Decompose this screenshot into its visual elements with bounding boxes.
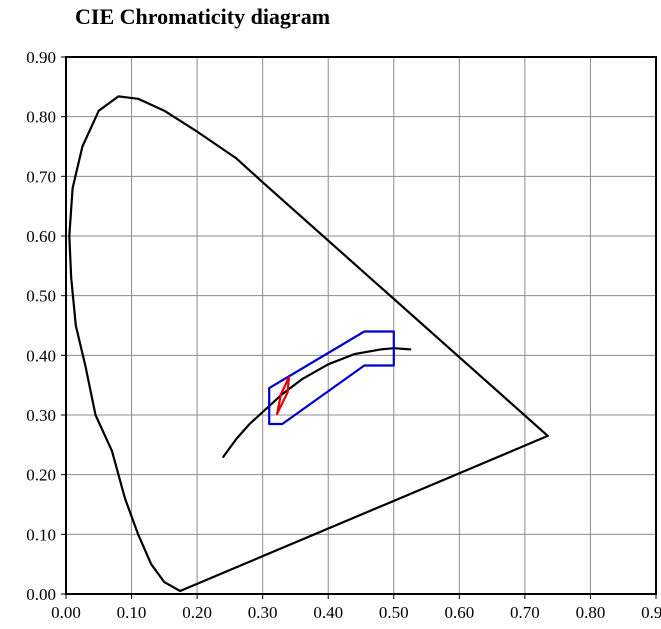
x-tick-label-1: 0.10: [117, 603, 147, 622]
series-line-1: [222, 347, 412, 458]
y-tick-label-0: 0.00: [26, 585, 56, 604]
x-tick-label-4: 0.40: [313, 603, 343, 622]
x-tick-label-0: 0.00: [51, 603, 81, 622]
series-line-3: [276, 376, 290, 415]
x-tick-label-5: 0.50: [379, 603, 409, 622]
y-tick-label-1: 0.10: [26, 525, 56, 544]
series-line-2: [268, 330, 395, 426]
x-tick-label-3: 0.30: [248, 603, 278, 622]
y-tick-label-6: 0.60: [26, 227, 56, 246]
y-tick-label-8: 0.80: [26, 108, 56, 127]
plot-frame: [65, 56, 657, 595]
chart-title: CIE Chromaticity diagram: [75, 4, 330, 29]
x-tick-label-2: 0.20: [182, 603, 212, 622]
y-tick-label-7: 0.70: [26, 167, 56, 186]
x-tick-label-7: 0.70: [510, 603, 540, 622]
y-tick-label-2: 0.20: [26, 466, 56, 485]
x-tick-label-6: 0.60: [444, 603, 474, 622]
y-tick-label-4: 0.40: [26, 346, 56, 365]
x-axis-ticks: 0.00 0.10 0.20 0.30 0.40 0.50 0.60 0.70 0.80 0.90: [51, 594, 661, 622]
y-tick-label-3: 0.30: [26, 406, 56, 425]
series-line-0: [68, 95, 549, 593]
y-tick-label-9: 0.90: [26, 48, 56, 67]
x-tick-label-8: 0.80: [576, 603, 606, 622]
x-tick-label-9: 0.90: [641, 603, 661, 622]
y-tick-label-5: 0.50: [26, 287, 56, 306]
plot-series: [68, 95, 549, 593]
grid: [65, 56, 657, 595]
y-axis-ticks: 0.00 0.10 0.20 0.30 0.40 0.50 0.60 0.70 0.80 0.90: [26, 48, 66, 604]
